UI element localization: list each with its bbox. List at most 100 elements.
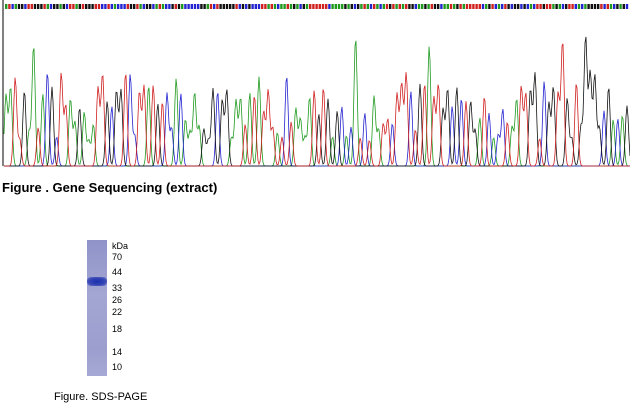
base-call	[523, 4, 526, 9]
base-call	[117, 4, 120, 9]
base-call	[494, 4, 497, 9]
base-call	[184, 4, 187, 9]
base-call	[501, 4, 504, 9]
base-call	[446, 4, 449, 9]
base-call	[437, 4, 440, 9]
base-call	[229, 4, 232, 9]
base-call	[440, 4, 443, 9]
base-call	[139, 4, 142, 9]
base-call	[398, 4, 401, 9]
base-call	[133, 4, 136, 9]
base-call	[485, 4, 488, 9]
base-call	[619, 4, 622, 9]
base-call	[334, 4, 337, 9]
base-call	[344, 4, 347, 9]
base-call	[600, 4, 603, 9]
base-call	[69, 4, 72, 9]
base-call	[78, 4, 81, 9]
base-call	[190, 4, 193, 9]
base-call	[539, 4, 542, 9]
base-call	[389, 4, 392, 9]
base-call	[174, 4, 177, 9]
base-call	[270, 4, 273, 9]
base-call	[331, 4, 334, 9]
base-call	[529, 4, 533, 9]
base-call	[267, 4, 270, 9]
base-call	[261, 4, 264, 9]
base-call	[555, 4, 558, 9]
base-call	[552, 4, 555, 9]
base-call	[129, 4, 133, 9]
marker-label: 22	[112, 307, 123, 317]
base-call	[475, 4, 478, 9]
base-call	[373, 4, 376, 9]
base-call	[491, 4, 494, 9]
base-call	[206, 4, 209, 9]
base-call	[283, 4, 286, 9]
base-call	[88, 4, 91, 9]
base-call	[24, 4, 27, 9]
gel-lane	[87, 240, 107, 376]
base-call	[293, 4, 296, 9]
base-call	[405, 4, 408, 9]
base-call	[318, 4, 321, 9]
base-call	[341, 4, 344, 9]
base-call	[104, 4, 107, 9]
base-call	[379, 4, 382, 9]
base-call	[478, 4, 481, 9]
base-call	[91, 4, 94, 9]
base-call	[517, 4, 520, 9]
base-call	[392, 4, 395, 9]
base-call	[616, 4, 619, 9]
base-call	[238, 4, 241, 9]
base-call	[40, 4, 43, 9]
base-call	[414, 4, 417, 9]
base-call	[213, 4, 216, 9]
unit-label: kDa	[112, 241, 129, 251]
base-call	[193, 4, 197, 9]
chromatogram	[2, 0, 630, 167]
base-call	[5, 4, 8, 9]
base-call	[561, 4, 565, 9]
base-call	[613, 4, 616, 9]
base-call	[273, 4, 277, 9]
base-call	[289, 4, 293, 9]
base-call	[155, 4, 158, 9]
base-call	[606, 4, 609, 9]
base-call	[542, 4, 545, 9]
base-call	[200, 4, 203, 9]
base-call	[366, 4, 369, 9]
base-call	[254, 4, 257, 9]
base-call	[251, 4, 254, 9]
base-call	[203, 4, 206, 9]
base-call	[257, 4, 261, 9]
base-call	[280, 4, 283, 9]
base-call	[123, 4, 126, 9]
trace	[4, 74, 630, 167]
base-call	[81, 4, 85, 9]
base-call	[142, 4, 145, 9]
base-call	[401, 4, 405, 9]
base-call	[165, 4, 168, 9]
base-call	[120, 4, 123, 9]
base-call	[360, 4, 363, 9]
base-call	[315, 4, 318, 9]
base-call	[107, 4, 110, 9]
base-call	[101, 4, 104, 9]
base-call	[94, 4, 97, 9]
base-call	[62, 4, 65, 9]
marker-label: 33	[112, 283, 123, 293]
base-call	[152, 4, 155, 9]
base-call	[427, 4, 430, 9]
base-call	[395, 4, 398, 9]
base-call	[577, 4, 581, 9]
base-call	[309, 4, 312, 9]
base-call	[110, 4, 113, 9]
base-call	[510, 4, 513, 9]
base-call	[597, 4, 600, 9]
base-call	[59, 4, 62, 9]
base-call	[296, 4, 299, 9]
base-call	[593, 4, 597, 9]
base-call	[443, 4, 446, 9]
base-call	[459, 4, 462, 9]
